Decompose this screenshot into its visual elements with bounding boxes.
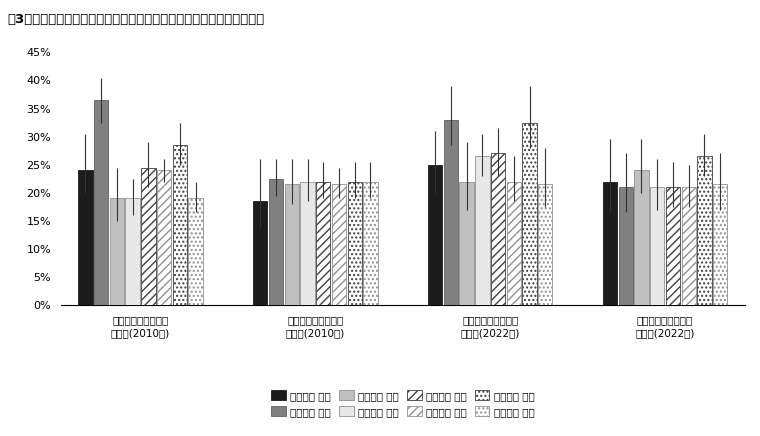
- Bar: [713, 184, 727, 305]
- Bar: [94, 100, 109, 305]
- Bar: [316, 181, 331, 305]
- Bar: [635, 170, 648, 305]
- Bar: [475, 156, 489, 305]
- Bar: [444, 120, 458, 305]
- Bar: [157, 170, 171, 305]
- Bar: [78, 170, 93, 305]
- Bar: [300, 181, 315, 305]
- Bar: [522, 123, 537, 305]
- Bar: [253, 201, 268, 305]
- Bar: [697, 156, 711, 305]
- Bar: [363, 181, 378, 305]
- Bar: [173, 145, 187, 305]
- Legend: 配偶者無 男性, 配偶者無 女性, 配偶者有 男性, 配偶者有 女性, 子ども無 男性, 子ども無 女性, 子ども有 男性, 子ども有 女性: 配偶者無 男性, 配偶者無 女性, 配偶者有 男性, 配偶者有 女性, 子ども無…: [267, 386, 539, 421]
- Bar: [109, 198, 124, 305]
- Bar: [188, 198, 203, 305]
- Bar: [332, 184, 346, 305]
- Bar: [666, 187, 680, 305]
- Bar: [619, 187, 633, 305]
- Bar: [460, 181, 473, 305]
- Bar: [125, 198, 140, 305]
- Bar: [347, 181, 362, 305]
- Bar: [538, 184, 553, 305]
- Bar: [141, 167, 156, 305]
- Bar: [682, 187, 696, 305]
- Bar: [507, 181, 521, 305]
- Bar: [650, 187, 664, 305]
- Bar: [269, 179, 283, 305]
- Bar: [428, 165, 442, 305]
- Bar: [284, 184, 299, 305]
- Text: 図3　年齢・社会経済人口要因の調整前後での経験率（勤め先の指示）: 図3 年齢・社会経済人口要因の調整前後での経験率（勤め先の指示）: [8, 13, 264, 26]
- Bar: [491, 153, 505, 305]
- Bar: [603, 181, 617, 305]
